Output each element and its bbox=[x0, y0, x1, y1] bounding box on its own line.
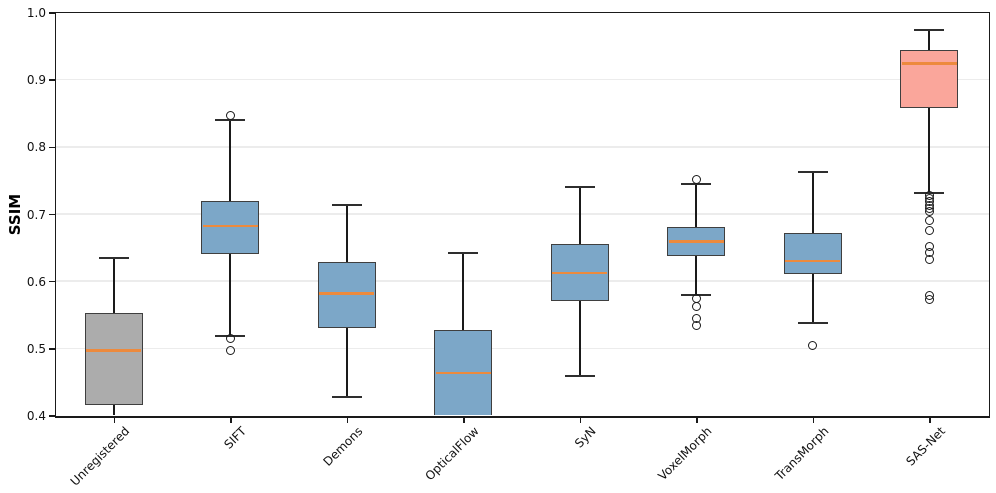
median-line bbox=[901, 62, 957, 65]
y-tick-mark bbox=[49, 12, 55, 14]
x-tick-label: Demons bbox=[320, 424, 366, 469]
y-tick-mark bbox=[49, 280, 55, 283]
x-tick-label: Unregistered bbox=[67, 424, 133, 489]
outlier-point bbox=[225, 110, 235, 120]
whisker-upper bbox=[578, 187, 581, 244]
median-line bbox=[435, 371, 491, 375]
median-line bbox=[552, 271, 608, 275]
x-tick-mark bbox=[812, 418, 814, 423]
whisker-upper bbox=[695, 184, 698, 227]
y-tick-mark bbox=[49, 79, 55, 81]
whisker-upper bbox=[112, 258, 115, 314]
whisker-upper bbox=[811, 171, 814, 233]
x-tick-mark bbox=[230, 418, 232, 423]
outlier-point bbox=[691, 302, 701, 312]
median-line bbox=[86, 349, 142, 352]
whisker-lower bbox=[578, 301, 581, 376]
y-tick-label: 1.0 bbox=[26, 6, 46, 20]
x-tick-mark bbox=[579, 418, 581, 423]
plot-area bbox=[54, 11, 990, 418]
x-tick-label: TransMorph bbox=[772, 424, 832, 484]
y-tick-label: 0.9 bbox=[26, 73, 46, 88]
gridline bbox=[55, 280, 989, 282]
gridline bbox=[55, 347, 989, 350]
x-tick-mark bbox=[696, 418, 698, 423]
whisker-lower bbox=[811, 273, 814, 324]
x-tick-mark bbox=[346, 418, 348, 423]
whisker-lower bbox=[229, 254, 232, 336]
whisker-upper bbox=[229, 119, 232, 201]
y-tick-label: 0.7 bbox=[26, 207, 46, 222]
box-sift bbox=[201, 200, 260, 255]
whisker-cap-upper bbox=[797, 170, 828, 173]
box-sas-net bbox=[900, 50, 959, 108]
whisker-lower bbox=[345, 327, 348, 397]
box-unregistered bbox=[84, 313, 143, 405]
whisker-cap-upper bbox=[215, 118, 246, 121]
whisker-lower bbox=[112, 404, 115, 416]
whisker-cap-lower bbox=[331, 395, 362, 398]
whisker-cap-lower bbox=[797, 322, 828, 325]
whisker-lower bbox=[695, 255, 698, 295]
whisker-cap-upper bbox=[564, 186, 595, 189]
y-tick-mark bbox=[49, 415, 55, 417]
gridline bbox=[55, 213, 989, 215]
median-line bbox=[202, 224, 258, 228]
box-demons bbox=[317, 262, 376, 328]
median-line bbox=[319, 292, 375, 295]
whisker-cap-lower bbox=[564, 374, 595, 377]
gridline bbox=[55, 78, 989, 81]
whisker-cap-upper bbox=[914, 28, 945, 31]
outlier-point bbox=[691, 174, 701, 184]
outlier-point bbox=[924, 254, 934, 264]
outlier-point bbox=[924, 207, 934, 217]
median-line bbox=[785, 259, 841, 263]
outlier-point bbox=[225, 345, 235, 355]
x-tick-label: OpticalFlow bbox=[422, 424, 482, 484]
whisker-upper bbox=[462, 252, 465, 330]
y-tick-label: 0.6 bbox=[26, 274, 46, 289]
y-tick-mark bbox=[49, 146, 55, 149]
x-tick-mark bbox=[463, 418, 465, 423]
outlier-point bbox=[924, 294, 934, 304]
x-tick-mark bbox=[113, 418, 115, 423]
median-line bbox=[668, 240, 724, 243]
y-tick-label: 0.4 bbox=[26, 409, 46, 423]
outlier-point bbox=[808, 341, 818, 351]
x-tick-label: VoxelMorph bbox=[655, 424, 715, 484]
y-tick-mark bbox=[49, 348, 55, 350]
outlier-point bbox=[691, 320, 701, 330]
whisker-upper bbox=[928, 29, 931, 51]
x-tick-label: SyN bbox=[571, 424, 599, 451]
whisker-lower bbox=[928, 107, 931, 194]
whisker-upper bbox=[345, 205, 348, 263]
whisker-cap-upper bbox=[331, 204, 362, 207]
whisker-cap-upper bbox=[98, 257, 129, 260]
whisker-cap-upper bbox=[448, 251, 479, 254]
y-tick-label: 0.5 bbox=[26, 341, 46, 356]
box-transmorph bbox=[783, 232, 842, 274]
whisker-cap-upper bbox=[681, 183, 712, 186]
x-tick-mark bbox=[929, 418, 931, 423]
x-tick-label: SAS-Net bbox=[903, 424, 948, 469]
y-tick-mark bbox=[49, 213, 55, 216]
gridline bbox=[55, 146, 989, 148]
x-tick-label: SIFT bbox=[220, 424, 249, 452]
y-tick-label: 0.8 bbox=[26, 140, 46, 155]
outlier-point bbox=[924, 216, 934, 226]
outlier-point bbox=[225, 334, 235, 344]
outlier-point bbox=[924, 225, 934, 235]
